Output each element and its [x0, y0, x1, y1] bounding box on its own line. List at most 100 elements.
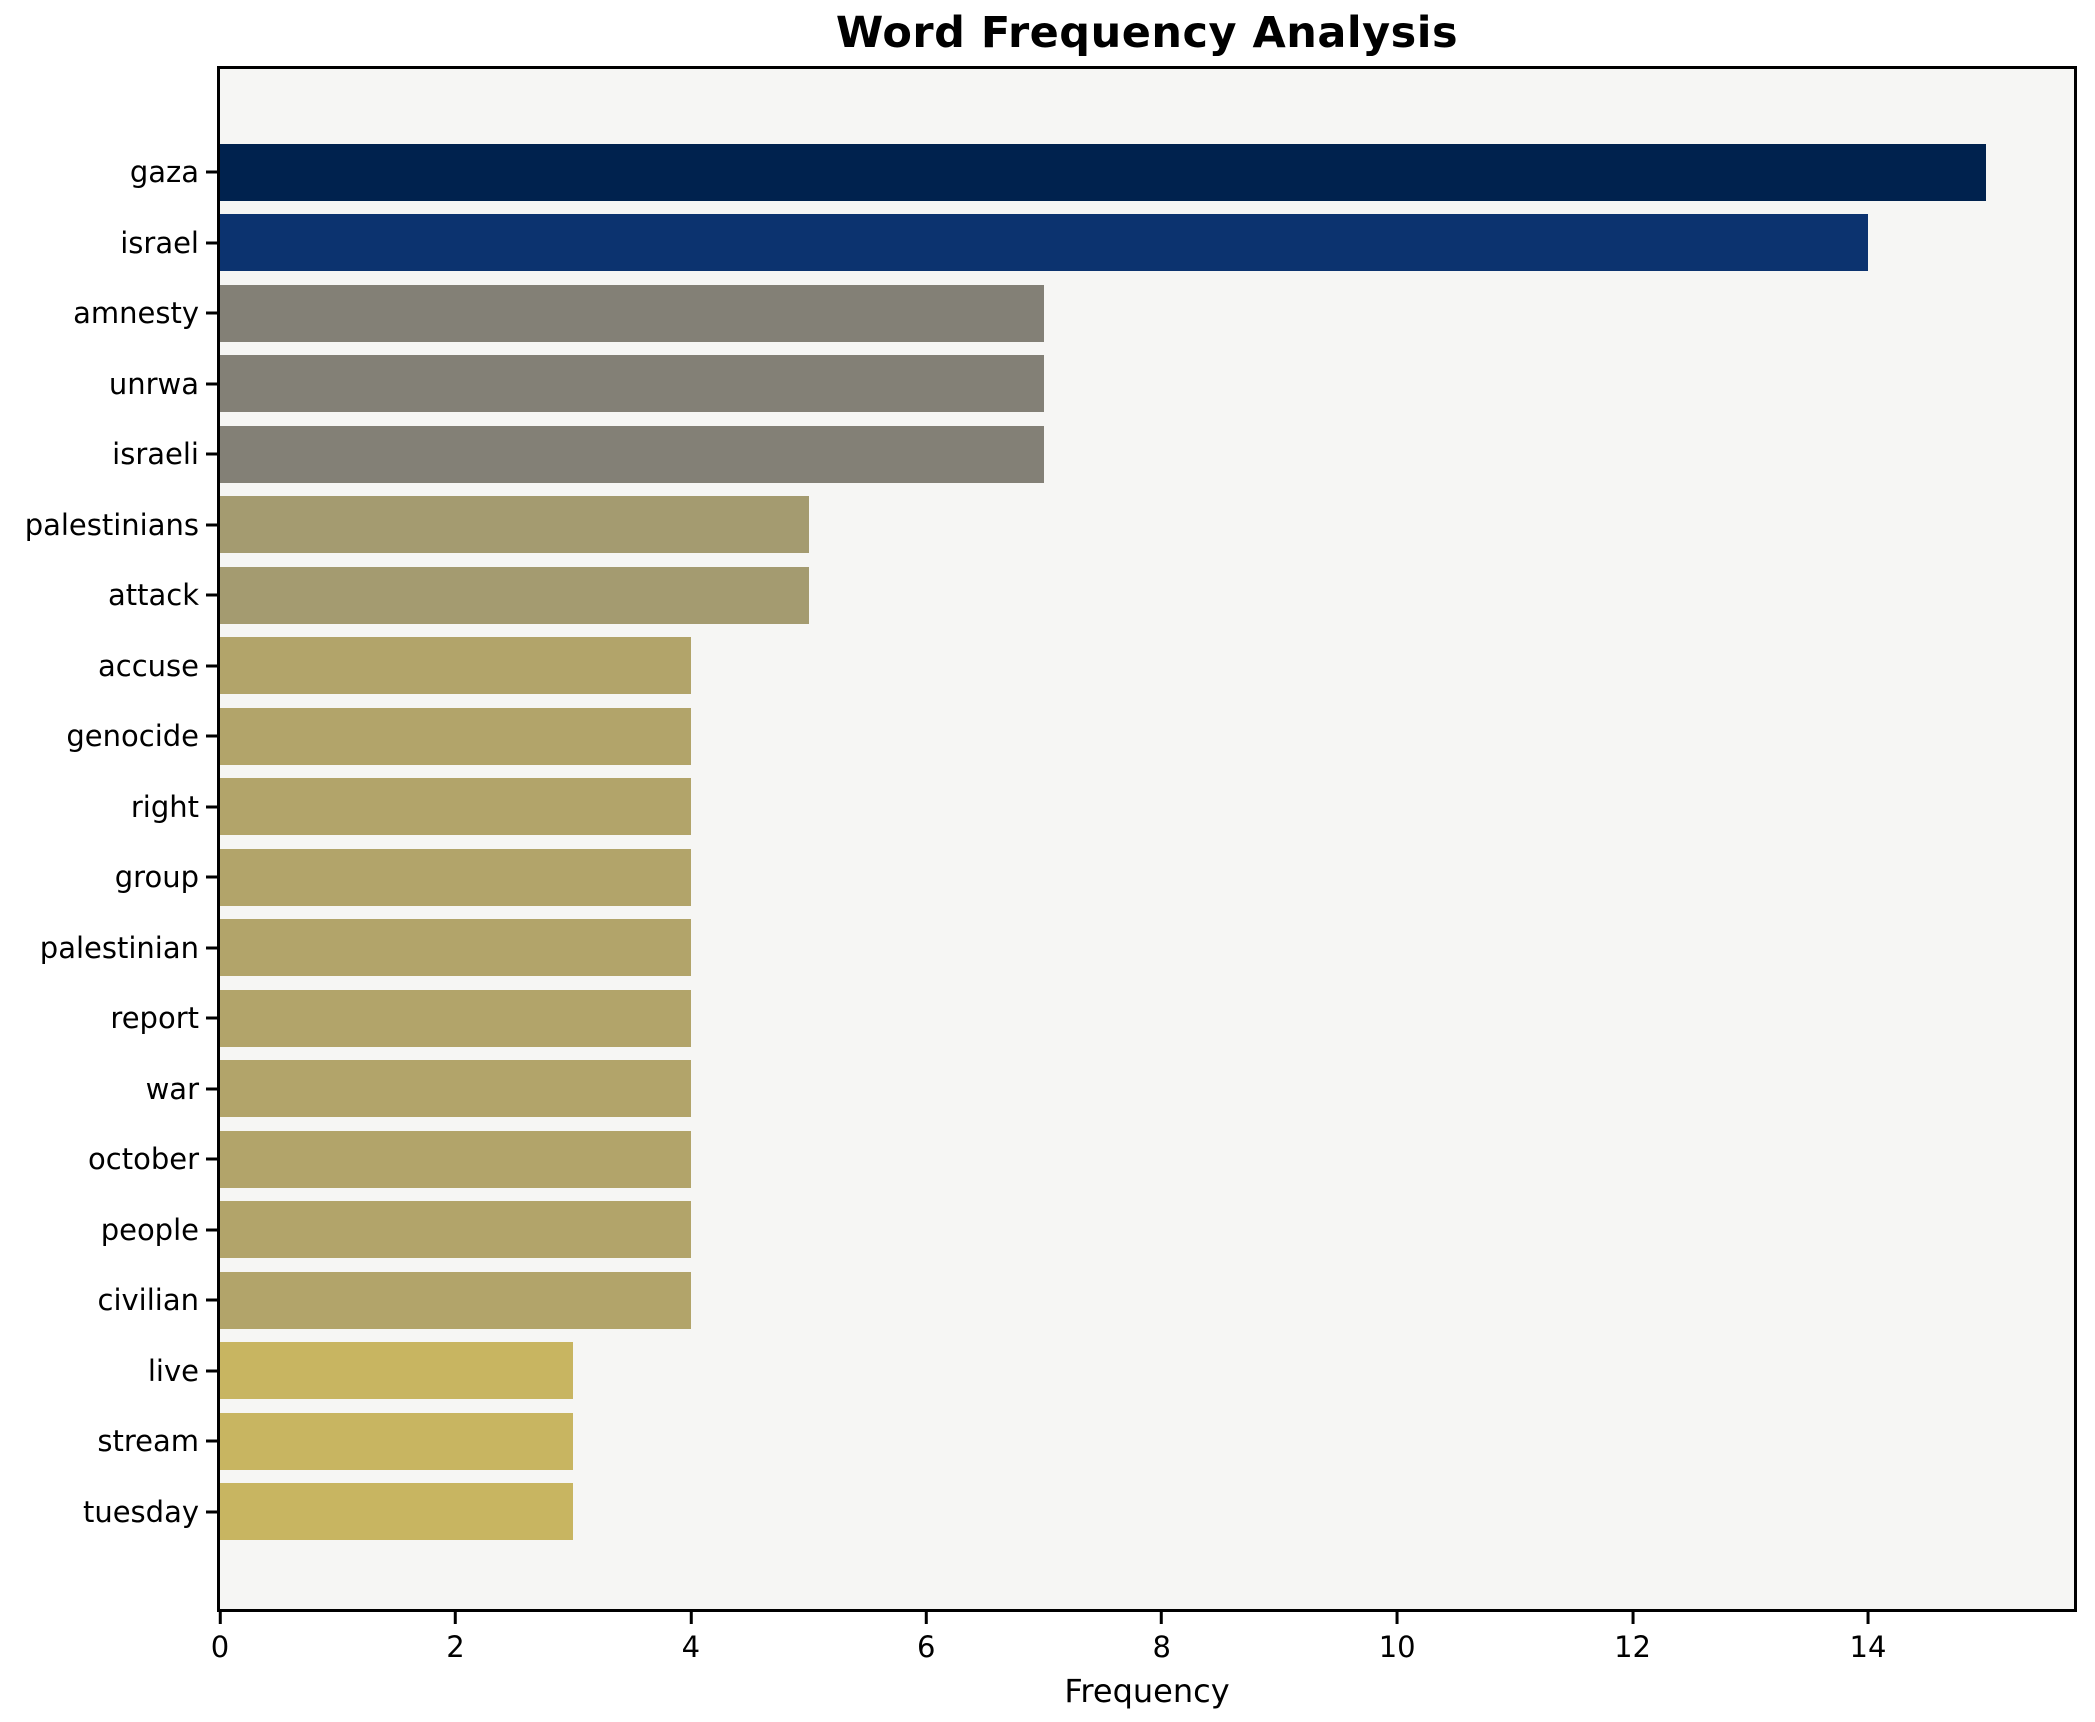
y-tick-label: israeli [112, 437, 199, 472]
bar [220, 637, 691, 695]
x-tick: 12 [1614, 1612, 1651, 1664]
y-tick-label: accuse [98, 648, 199, 683]
x-tick: 2 [446, 1612, 465, 1664]
y-tick-label: october [88, 1142, 199, 1177]
x-tick: 8 [1152, 1612, 1171, 1664]
bar-row: war [146, 1054, 2074, 1125]
y-tick-mark [206, 1228, 217, 1232]
bar [220, 1271, 691, 1329]
bar [220, 707, 691, 765]
x-tick: 10 [1379, 1612, 1416, 1664]
bar-row: live [148, 1336, 2074, 1407]
y-tick-mark [206, 1157, 217, 1161]
plot-area: gaza israel amnesty unrwa israeli palestinian… [25, 66, 2077, 1612]
bar-row: group [115, 842, 2074, 913]
y-tick-mark [206, 1087, 217, 1091]
y-tick-label: genocide [66, 719, 199, 754]
bar-row: october [88, 1124, 2074, 1195]
y-tick-label: gaza [129, 155, 199, 190]
y-tick-label: palestinian [39, 930, 199, 965]
bar-row: israel [120, 208, 2074, 279]
x-tick-mark [689, 1612, 693, 1624]
x-axis: 0 2 4 6 8 10 12 14 [211, 1612, 2074, 1682]
bar-row: genocide [66, 701, 2074, 772]
y-tick-mark [206, 1016, 217, 1020]
bar [220, 214, 1868, 272]
bar-row: report [110, 983, 2074, 1054]
x-tick: 0 [211, 1612, 229, 1664]
y-tick-mark [206, 664, 217, 668]
x-tick-mark [1631, 1612, 1635, 1624]
bar [220, 1412, 574, 1470]
y-tick-label: group [114, 860, 199, 895]
x-tick: 6 [917, 1612, 936, 1664]
y-tick-mark [206, 382, 217, 386]
x-tick-mark [1866, 1612, 1870, 1624]
bar-row: palestinian [40, 913, 2074, 984]
x-tick-label: 12 [1614, 1630, 1652, 1664]
y-tick-label: stream [97, 1424, 199, 1459]
y-tick-mark [206, 452, 217, 456]
y-tick-label: israel [120, 225, 199, 260]
bar-row: palestinians [25, 490, 2074, 561]
y-tick-mark [206, 170, 217, 174]
bar-row: amnesty [73, 278, 2074, 349]
bar-row: right [131, 772, 2074, 843]
y-tick-mark [206, 1369, 217, 1373]
x-tick-mark [924, 1612, 928, 1624]
x-tick-label: 4 [681, 1630, 701, 1664]
y-tick-label: unrwa [108, 366, 199, 401]
x-tick-label: 0 [210, 1630, 230, 1664]
y-tick-label: amnesty [73, 296, 199, 331]
x-tick-mark [1395, 1612, 1399, 1624]
y-tick-label: war [145, 1071, 199, 1106]
y-tick-mark [206, 805, 217, 809]
y-tick-mark [206, 875, 217, 879]
y-tick-label: right [130, 789, 199, 824]
y-tick-mark [206, 1439, 217, 1443]
bar [220, 355, 1044, 413]
bar-row: civilian [98, 1265, 2074, 1336]
x-tick-label: 14 [1849, 1630, 1887, 1664]
bar-row: israeli [112, 419, 2074, 490]
bar-row: gaza [130, 137, 2074, 208]
bar-row: accuse [98, 631, 2074, 702]
chart-title: Word Frequency Analysis [835, 8, 1459, 58]
y-tick-mark [206, 593, 217, 597]
bar [220, 1130, 691, 1188]
bar-row: people [101, 1195, 2074, 1266]
bar [220, 919, 691, 977]
bar [220, 1342, 574, 1400]
x-tick-label: 10 [1378, 1630, 1416, 1664]
x-axis-label: Frequency [1064, 1672, 1230, 1710]
x-tick-label: 2 [446, 1630, 465, 1664]
bar [220, 1201, 691, 1259]
bar [220, 566, 809, 624]
y-tick-mark [206, 1510, 217, 1514]
y-tick-mark [206, 311, 217, 315]
y-tick-mark [206, 523, 217, 527]
bar [220, 284, 1044, 342]
x-tick-label: 8 [1152, 1630, 1171, 1664]
bar [220, 1483, 574, 1541]
bar-row: unrwa [109, 349, 2074, 420]
bar [220, 778, 691, 836]
y-tick-mark [206, 734, 217, 738]
bar [220, 143, 1986, 201]
y-tick-mark [206, 1298, 217, 1302]
bar [220, 496, 809, 554]
y-tick-mark [206, 241, 217, 245]
bar [220, 425, 1044, 483]
x-tick-mark [1160, 1612, 1164, 1624]
y-tick-label: palestinians [24, 507, 199, 542]
bar [220, 848, 691, 906]
y-tick-label: live [147, 1353, 199, 1388]
bar [220, 1060, 691, 1118]
y-tick-label: report [110, 1001, 199, 1036]
bar-row: stream [97, 1406, 2074, 1477]
bar-row: tuesday [83, 1477, 2074, 1548]
bar [220, 989, 691, 1047]
y-tick-mark [206, 946, 217, 950]
y-tick-label: civilian [97, 1283, 200, 1318]
